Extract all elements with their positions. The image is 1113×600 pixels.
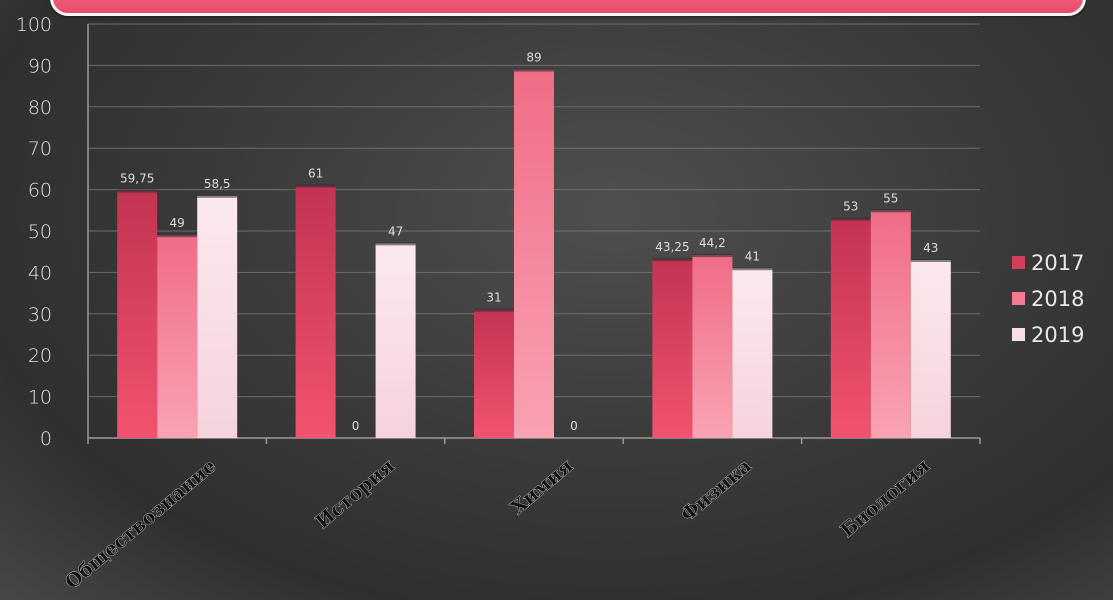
bar-top-shadow (910, 258, 951, 262)
data-label: 43,25 (655, 240, 689, 254)
bar-top-shadow (375, 242, 416, 246)
category-labels: Обществознание История Химия Физика Биология (61, 455, 935, 594)
bar-2017 (474, 309, 514, 438)
data-label: 58,5 (204, 177, 231, 191)
data-label: 53 (843, 200, 858, 214)
bars (117, 68, 951, 438)
data-label: 49 (170, 216, 185, 230)
bar-top-shadow (117, 189, 158, 193)
category-label: Физика (677, 455, 756, 526)
bar-2019 (910, 259, 951, 438)
data-label: 31 (486, 291, 501, 305)
bar-2018 (692, 255, 733, 438)
bar-2017 (652, 258, 693, 438)
y-tick-label: 10 (28, 387, 52, 409)
legend: 2017 2018 2019 (1012, 251, 1084, 347)
bar-2017 (117, 190, 158, 438)
y-tick-label: 20 (28, 345, 52, 367)
data-label: 59,75 (120, 172, 154, 186)
bar-top-shadow (830, 217, 871, 221)
bar-2018 (514, 69, 554, 438)
y-tick-label: 50 (28, 221, 52, 243)
category-label: Химия (507, 455, 577, 519)
bar-top-shadow (157, 234, 198, 238)
data-label: 41 (745, 249, 760, 263)
y-tick-label: 30 (28, 304, 52, 326)
data-label: 55 (883, 191, 898, 205)
legend-swatch-2019 (1012, 328, 1025, 341)
bar-top-shadow (692, 254, 733, 258)
category-label: История (312, 455, 399, 533)
y-tick-label: 70 (28, 138, 52, 160)
data-label: 44,2 (699, 236, 726, 250)
y-tick-label: 100 (16, 14, 52, 36)
bar-top-shadow (652, 257, 693, 261)
bar-top-shadow (197, 194, 238, 198)
data-label: 61 (308, 166, 323, 180)
legend-label: 2017 (1031, 251, 1084, 275)
category-label: Биология (836, 455, 934, 542)
y-tick-label: 0 (40, 428, 52, 450)
bar-2019 (375, 243, 416, 438)
data-label: 43 (923, 241, 938, 255)
bar-top-shadow (870, 209, 911, 213)
y-tick-label: 90 (28, 55, 52, 77)
bar-2017 (295, 185, 336, 438)
data-label: 89 (526, 51, 541, 65)
data-labels: 59,75 49 58,5 61 0 47 31 89 0 43,25 44,2 41 53 55 43 (120, 51, 938, 433)
bar-2019 (732, 268, 773, 438)
bar-2019 (197, 195, 238, 438)
legend-label: 2018 (1031, 287, 1084, 311)
legend-swatch-2018 (1012, 292, 1025, 305)
bar-top-shadow (732, 267, 773, 271)
data-label: 0 (570, 419, 578, 433)
bar-top-shadow (474, 308, 514, 312)
legend-label: 2019 (1031, 323, 1084, 347)
bar-top-shadow (514, 68, 554, 72)
y-tick-label: 40 (28, 262, 52, 284)
bar-2018 (870, 210, 911, 438)
y-tick-label: 80 (28, 97, 52, 119)
category-label: Обществознание (61, 455, 220, 594)
legend-swatch-2017 (1012, 256, 1025, 269)
data-label: 47 (388, 224, 403, 238)
data-label: 0 (352, 419, 360, 433)
bar-2018 (157, 235, 198, 438)
y-tick-label: 60 (28, 180, 52, 202)
bar-top-shadow (295, 184, 336, 188)
bar-2017 (830, 218, 871, 438)
